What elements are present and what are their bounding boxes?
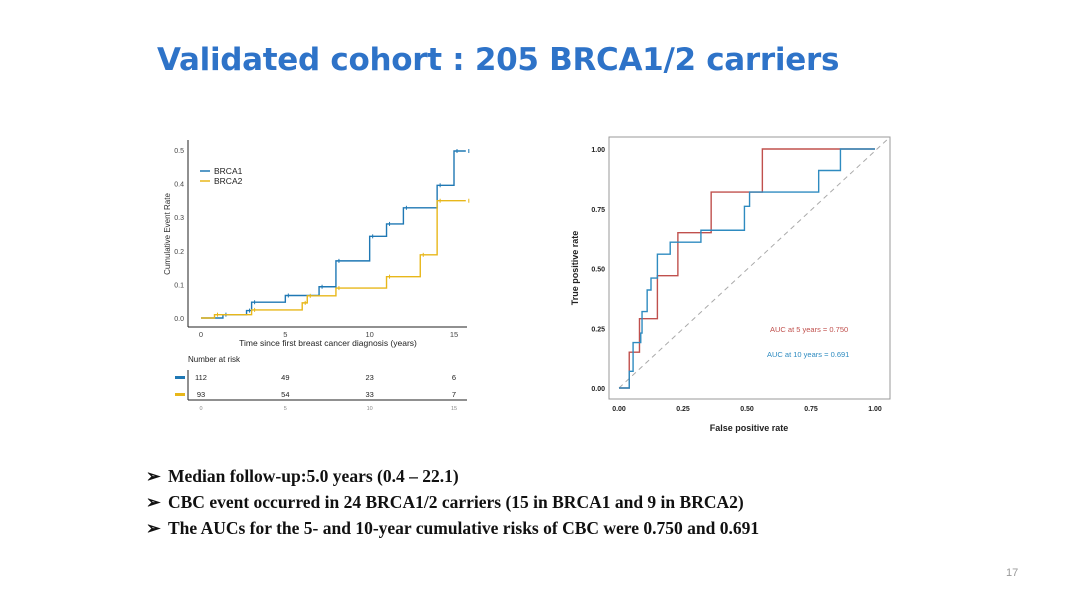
risk-cell: 93 — [197, 390, 205, 399]
bullet-arrow-icon: ➢ — [146, 492, 161, 512]
bullet-item: ➢ Median follow-up:5.0 years (0.4 – 22.1) — [146, 466, 759, 492]
bullet-list: ➢ Median follow-up:5.0 years (0.4 – 22.1)… — [146, 466, 759, 544]
risk-cell: 33 — [365, 390, 373, 399]
bullet-text: Median follow-up:5.0 years (0.4 – 22.1) — [168, 466, 459, 486]
bullet-text: CBC event occurred in 24 BRCA1/2 carrier… — [168, 492, 744, 512]
km-legend: BRCA1 BRCA2 — [200, 166, 243, 186]
risk-cell: 6 — [452, 373, 456, 382]
km-x-tick: 0 — [199, 330, 203, 339]
risk-cell: 112 — [195, 373, 207, 382]
km-x-tick: 5 — [283, 330, 287, 339]
risk-cell: 23 — [365, 373, 373, 382]
risk-x-tick: 10 — [367, 406, 373, 412]
risk-x-tick: 15 — [451, 406, 457, 412]
km-y-tick: 0.1 — [174, 282, 184, 289]
legend-brca2: BRCA2 — [214, 176, 243, 186]
bullet-text: The AUCs for the 5- and 10-year cumulati… — [168, 518, 760, 538]
risk-brca1-swatch — [175, 376, 185, 379]
km-x-tick: 10 — [365, 330, 373, 339]
risk-cell: 49 — [281, 373, 289, 382]
slide-title: Validated cohort : 205 BRCA1/2 carriers — [157, 42, 840, 78]
risk-x-tick: 0 — [199, 406, 202, 412]
km-line — [201, 200, 466, 319]
bullet-item: ➢ The AUCs for the 5- and 10-year cumulat… — [146, 518, 759, 544]
km-x-label: Time since first breast cancer diagnosis… — [239, 338, 417, 348]
km-y-tick: 0.3 — [174, 215, 184, 222]
km-x-tick: 15 — [450, 330, 458, 339]
km-y-label: Cumulative Event Rate — [163, 193, 172, 275]
km-y-tick: 0.4 — [174, 182, 184, 189]
bullet-arrow-icon: ➢ — [146, 466, 161, 486]
risk-x-tick: 5 — [284, 406, 287, 412]
page-number: 17 — [1006, 567, 1019, 579]
risk-cell: 7 — [452, 390, 456, 399]
km-y-tick: 0.0 — [174, 316, 184, 323]
legend-brca1: BRCA1 — [214, 166, 243, 176]
risk-brca2-swatch — [175, 393, 185, 396]
km-series-brca2 — [201, 198, 470, 319]
risk-cell: 54 — [281, 390, 289, 399]
km-y-tick: 0.5 — [174, 148, 184, 155]
bullet-arrow-icon: ➢ — [146, 518, 161, 538]
km-y-tick: 0.2 — [174, 249, 184, 256]
bullet-item: ➢ CBC event occurred in 24 BRCA1/2 carrie… — [146, 492, 759, 518]
risk-table-title: Number at risk — [188, 355, 241, 364]
